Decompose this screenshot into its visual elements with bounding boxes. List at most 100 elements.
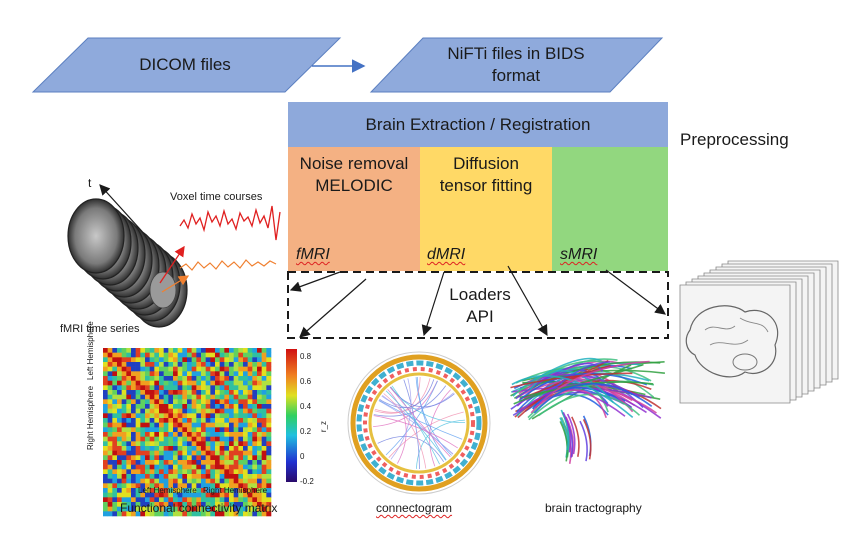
matrix-cell — [140, 446, 146, 451]
matrix-cell — [103, 385, 108, 391]
matrix-cell — [261, 488, 267, 493]
matrix-cell — [135, 418, 141, 423]
matrix-cell — [219, 441, 225, 447]
colorbar-tick: -0.2 — [300, 477, 314, 486]
matrix-cell — [145, 441, 150, 447]
matrix-cell — [173, 492, 178, 498]
matrix-cell — [126, 376, 132, 381]
matrix-cell — [219, 385, 225, 391]
matrix-cell — [201, 371, 206, 377]
matrix-cell — [131, 362, 136, 367]
matrix-cell — [191, 427, 197, 433]
matrix-cell — [247, 362, 253, 367]
matrix-cell — [103, 478, 108, 484]
matrix-cell — [182, 399, 188, 405]
matrix-cell — [154, 362, 160, 367]
matrix-cell — [224, 357, 230, 363]
matrix-cell — [247, 464, 253, 470]
matrix-cell — [112, 478, 118, 484]
matrix-cell — [224, 455, 230, 461]
tract-fibre — [579, 420, 588, 462]
matrix-cell — [215, 506, 220, 512]
matrix-cell — [112, 483, 118, 489]
matrix-cell — [159, 511, 164, 517]
matrix-cell — [229, 408, 234, 414]
matrix-cell — [163, 422, 169, 428]
matrix-cell — [219, 432, 225, 437]
matrix-cell — [238, 357, 244, 363]
matrix-cell — [168, 422, 174, 428]
matrix-cell — [121, 418, 127, 423]
matrix-cell — [224, 450, 230, 456]
matrix-cell — [121, 371, 127, 377]
matrix-cell — [266, 348, 272, 353]
matrix-cell — [168, 488, 174, 493]
matrix-cell — [103, 418, 108, 423]
matrix-cell — [182, 488, 188, 493]
matrix-cell — [201, 464, 206, 470]
matrix-cell — [121, 366, 127, 372]
matrix-cell — [182, 511, 188, 517]
matrix-cell — [233, 394, 239, 400]
matrix-cell — [163, 446, 169, 451]
tract-fibre — [510, 372, 633, 389]
matrix-cell — [210, 385, 216, 391]
matrix-cell — [126, 506, 132, 512]
matrix-cell — [229, 474, 234, 479]
matrix-cell — [252, 390, 258, 395]
matrix-cell — [177, 446, 183, 451]
matrix-cell — [247, 376, 253, 381]
matrix-cell — [121, 348, 127, 353]
matrix-cell — [163, 366, 169, 372]
matrix-cell — [215, 385, 220, 391]
matrix-cell — [191, 366, 197, 372]
matrix-cell — [173, 399, 178, 405]
matrix-cell — [140, 390, 146, 395]
matrix-cell — [145, 464, 150, 470]
dmri-band — [420, 147, 552, 271]
matrix-cell — [257, 413, 262, 419]
matrix-cell — [238, 474, 244, 479]
matrix-cell — [210, 436, 216, 442]
matrix-cell — [257, 432, 262, 437]
matrix-cell — [145, 502, 150, 507]
matrix-cell — [154, 376, 160, 381]
matrix-cell — [233, 506, 239, 512]
matrix-cell — [243, 446, 248, 451]
matrix-cell — [140, 506, 146, 512]
matrix-cell — [233, 511, 239, 517]
matrix-cell — [224, 371, 230, 377]
matrix-cell — [177, 404, 183, 409]
matrix-cell — [182, 436, 188, 442]
matrix-cell — [126, 455, 132, 461]
matrix-cell — [117, 399, 122, 405]
matrix-cell — [145, 497, 150, 503]
matrix-cell — [224, 483, 230, 489]
connectogram-link — [429, 389, 451, 467]
matrix-cell — [252, 483, 258, 489]
matrix-cell — [257, 348, 262, 353]
matrix-cell — [219, 478, 225, 484]
matrix-cell — [168, 469, 174, 475]
matrix-cell — [149, 450, 155, 456]
matrix-cell — [149, 492, 155, 498]
matrix-cell — [205, 432, 211, 437]
matrix-cell — [191, 497, 197, 503]
matrix-cell — [117, 390, 122, 395]
matrix-cell — [233, 432, 239, 437]
matrix-cell — [196, 380, 202, 386]
matrix-cell — [131, 380, 136, 386]
matrix-cell — [168, 506, 174, 512]
matrix-cell — [154, 390, 160, 395]
matrix-cell — [196, 376, 202, 381]
matrix-colorbar — [286, 349, 297, 482]
matrix-cell — [252, 380, 258, 386]
connectivity-matrix — [103, 348, 272, 517]
matrix-cell — [238, 483, 244, 489]
matrix-cell — [159, 413, 164, 419]
matrix-cell — [154, 418, 160, 423]
matrix-cell — [135, 366, 141, 372]
matrix-cell — [215, 450, 220, 456]
matrix-cell — [159, 441, 164, 447]
matrix-cell — [117, 511, 122, 517]
